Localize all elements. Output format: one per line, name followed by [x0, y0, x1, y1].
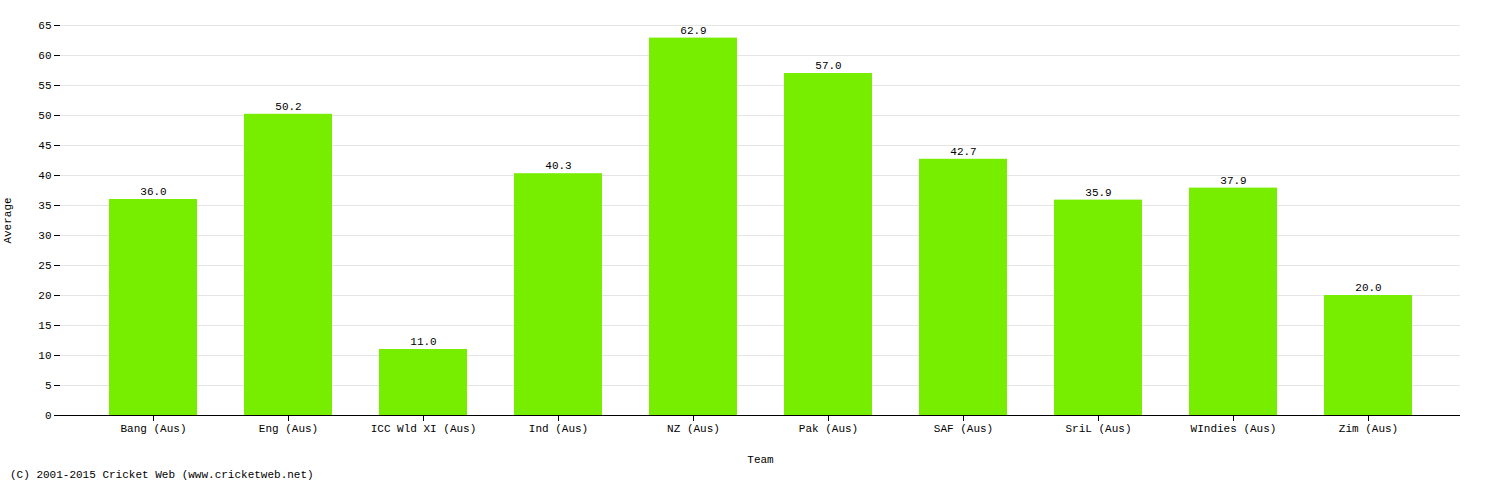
- svg-text:35.9: 35.9: [1085, 187, 1111, 199]
- svg-text:Pak (Aus): Pak (Aus): [799, 423, 858, 435]
- svg-text:36.0: 36.0: [140, 186, 166, 198]
- svg-text:NZ (Aus): NZ (Aus): [667, 423, 720, 435]
- svg-text:55: 55: [38, 80, 51, 92]
- svg-text:SAF (Aus): SAF (Aus): [934, 423, 993, 435]
- svg-text:WIndies (Aus): WIndies (Aus): [1191, 423, 1277, 435]
- svg-text:20: 20: [38, 290, 51, 302]
- html-text:(C) 2001-2015 Cricket Web (www: (C) 2001-2015 Cricket Web (www.cricketwe…: [10, 469, 314, 481]
- svg-text:15: 15: [38, 320, 51, 332]
- svg-text:5: 5: [45, 380, 52, 392]
- svg-text:Ind (Aus): Ind (Aus): [529, 423, 588, 435]
- svg-text:35: 35: [38, 200, 51, 212]
- svg-text:Zim (Aus): Zim (Aus): [1339, 423, 1398, 435]
- svg-text:25: 25: [38, 260, 51, 272]
- svg-text:0: 0: [45, 410, 52, 422]
- svg-text:50: 50: [38, 110, 51, 122]
- svg-text:40.3: 40.3: [545, 160, 571, 172]
- svg-text:45: 45: [38, 140, 51, 152]
- svg-text:Eng (Aus): Eng (Aus): [259, 423, 318, 435]
- svg-text:SriL (Aus): SriL (Aus): [1065, 423, 1131, 435]
- svg-text:42.7: 42.7: [950, 146, 976, 158]
- svg-text:Bang (Aus): Bang (Aus): [120, 423, 186, 435]
- svg-text:Average: Average: [2, 197, 14, 243]
- svg-text:57.0: 57.0: [815, 60, 841, 72]
- svg-text:65: 65: [38, 20, 51, 32]
- svg-text:ICC Wld XI (Aus): ICC Wld XI (Aus): [371, 423, 477, 435]
- svg-text:62.9: 62.9: [680, 25, 706, 37]
- svg-text:60: 60: [38, 50, 51, 62]
- svg-text:Team: Team: [747, 454, 774, 466]
- svg-text:40: 40: [38, 170, 51, 182]
- svg-text:11.0: 11.0: [410, 336, 436, 348]
- svg-text:37.9: 37.9: [1220, 175, 1246, 187]
- svg-text:50.2: 50.2: [275, 101, 301, 113]
- svg-text:10: 10: [38, 350, 51, 362]
- svg-text:20.0: 20.0: [1355, 282, 1381, 294]
- svg-text:30: 30: [38, 230, 51, 242]
